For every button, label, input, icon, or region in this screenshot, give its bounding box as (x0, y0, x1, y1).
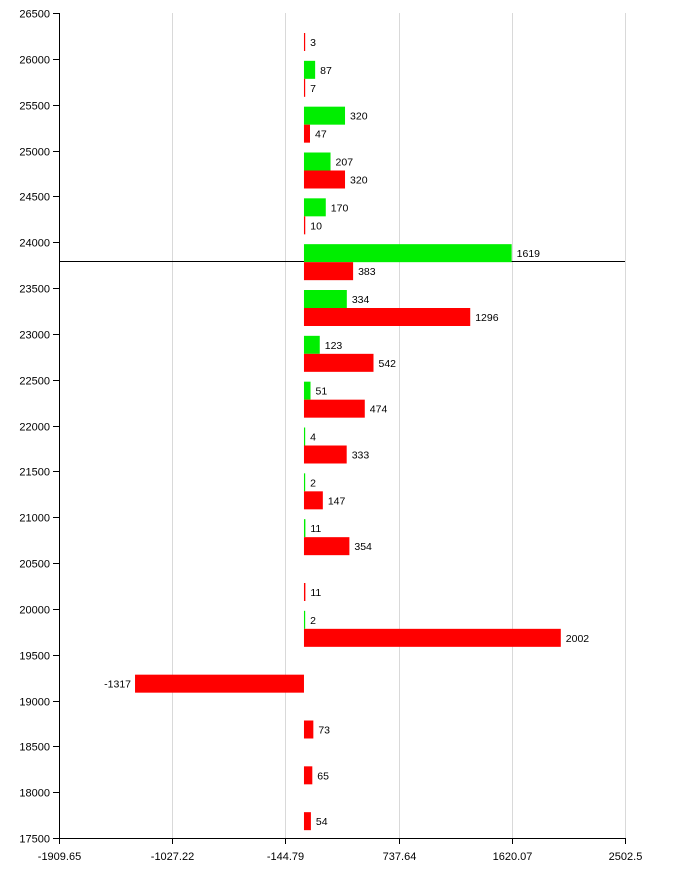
y-tick-label: 21500 (19, 467, 50, 479)
bar-red (303, 491, 323, 510)
data-label: 2002 (566, 633, 590, 645)
data-label: -1317 (104, 679, 131, 691)
data-label: 320 (350, 111, 368, 123)
bar-green (303, 427, 306, 446)
data-label: 73 (318, 725, 330, 737)
bar-red (303, 445, 347, 464)
data-label: 542 (379, 358, 397, 370)
bar-green (303, 610, 306, 629)
y-tick-label: 19000 (19, 697, 50, 709)
bars (135, 33, 561, 831)
data-label: 47 (315, 129, 327, 141)
bar-red (303, 720, 314, 739)
bar-red (303, 308, 471, 326)
data-label: 2 (310, 615, 316, 627)
data-label: 170 (331, 202, 349, 214)
bar-green (303, 106, 346, 125)
y-tick-label: 23500 (19, 284, 50, 296)
y-tick-label: 20000 (19, 605, 50, 617)
y-tick-label: 17500 (19, 834, 50, 846)
data-label: 7 (310, 83, 316, 95)
bar-green (303, 244, 512, 263)
data-label: 123 (325, 340, 343, 352)
bar-red (303, 583, 306, 601)
grid-lines (172, 13, 626, 838)
y-tick-label: 18000 (19, 788, 50, 800)
data-label: 2 (310, 477, 316, 489)
data-label: 333 (352, 450, 370, 462)
y-tick-label: 25000 (19, 147, 50, 159)
bar-green (303, 519, 306, 538)
y-tick-label: 20500 (19, 559, 50, 571)
y-tick-label: 26000 (19, 55, 50, 67)
data-label: 10 (310, 220, 322, 232)
data-label: 51 (316, 386, 328, 398)
bar-red (303, 812, 311, 831)
bar-red (303, 78, 306, 97)
data-label: 3 (310, 37, 316, 49)
bar-red (135, 674, 304, 693)
bar-red (303, 262, 354, 281)
data-label: 65 (317, 770, 329, 782)
y-tick-label: 18500 (19, 742, 50, 754)
bar-red (303, 399, 365, 418)
bar-red (303, 216, 306, 235)
bar-green (303, 473, 306, 492)
y-tick-label: 23000 (19, 330, 50, 342)
data-label: 1296 (475, 312, 499, 324)
x-tick-label: 2502.5 (609, 851, 643, 863)
data-label: 474 (370, 404, 388, 416)
bar-red (303, 353, 374, 372)
y-tick-label: 19500 (19, 651, 50, 663)
x-tick-label: -1027.22 (151, 851, 194, 863)
bar-red (303, 124, 311, 143)
y-tick-label: 25500 (19, 101, 50, 113)
axes: 26500 26000 25500 25000 24500 24000 23500 23000… (19, 9, 642, 864)
bar-green (303, 381, 311, 400)
data-label: 1619 (517, 248, 541, 260)
x-tick-label: 1620.07 (493, 851, 533, 863)
bar-green (303, 60, 316, 79)
bar-red (303, 537, 350, 556)
x-tick-label: 737.64 (383, 851, 417, 863)
data-label: 383 (358, 266, 376, 278)
y-tick-label: 22000 (19, 422, 50, 434)
data-label: 4 (310, 432, 316, 444)
data-label: 207 (336, 157, 354, 169)
data-label: 87 (320, 65, 332, 77)
x-tick-label: -144.79 (267, 851, 304, 863)
data-label: 320 (350, 175, 368, 187)
x-tick-label: -1909.65 (38, 851, 81, 863)
data-label: 354 (354, 541, 372, 553)
y-tick-label: 22500 (19, 376, 50, 388)
data-label: 54 (316, 816, 328, 828)
data-label: 11 (310, 587, 321, 599)
y-tick-label: 24500 (19, 192, 50, 204)
y-tick-label: 24000 (19, 238, 50, 250)
y-tick-label: 26500 (19, 9, 50, 21)
bar-green (303, 152, 331, 171)
bar-red (303, 766, 313, 785)
bar-green (303, 335, 320, 354)
bar-green (303, 290, 347, 308)
bar-red (303, 170, 346, 189)
data-label: 147 (328, 495, 346, 507)
data-labels: 3877320472073201701016193833341296123542… (104, 37, 589, 828)
bar-red (303, 628, 561, 647)
bar-red (303, 33, 306, 51)
bar-green (303, 198, 326, 217)
data-label: 334 (352, 294, 370, 306)
y-tick-label: 21000 (19, 513, 50, 525)
data-label: 11 (310, 523, 321, 535)
